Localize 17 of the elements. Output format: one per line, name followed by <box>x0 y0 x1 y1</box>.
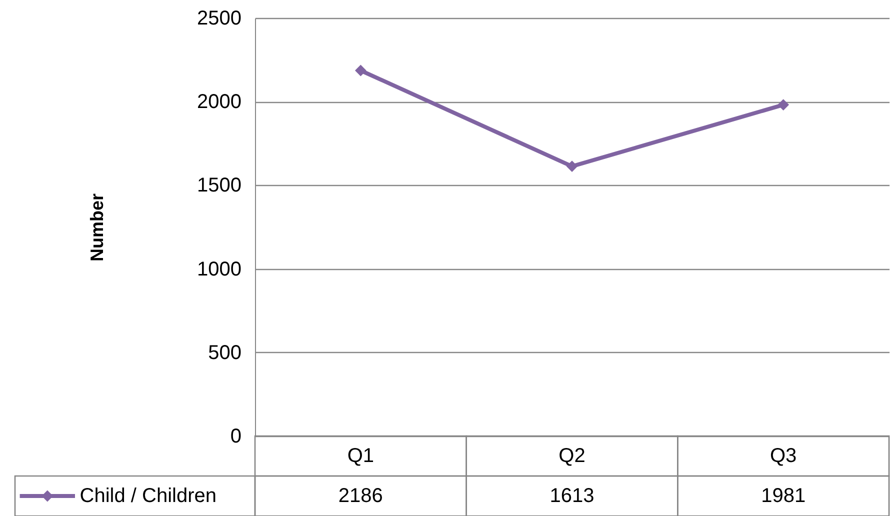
point <box>566 160 578 172</box>
point <box>354 64 366 76</box>
y-tick-label: 2000 <box>197 91 242 114</box>
x-tick-label: Q2 <box>558 445 586 467</box>
data-label: 2186 <box>338 485 383 507</box>
y-tick-label: 500 <box>208 342 242 364</box>
data-label: 1981 <box>761 485 806 507</box>
y-tick-label: 1000 <box>197 258 242 280</box>
y-axis-title: Number <box>87 193 108 262</box>
y-tick-label: 1500 <box>197 174 242 197</box>
legend-label: Child / Children <box>80 485 217 507</box>
point <box>778 99 790 110</box>
x-tick-label: Q1 <box>347 445 374 467</box>
data-label: 1613 <box>550 485 594 507</box>
y-tick-label: 0 <box>230 426 242 448</box>
y-tick-label: 2500 <box>197 8 242 30</box>
x-tick-label: Q3 <box>770 445 797 467</box>
